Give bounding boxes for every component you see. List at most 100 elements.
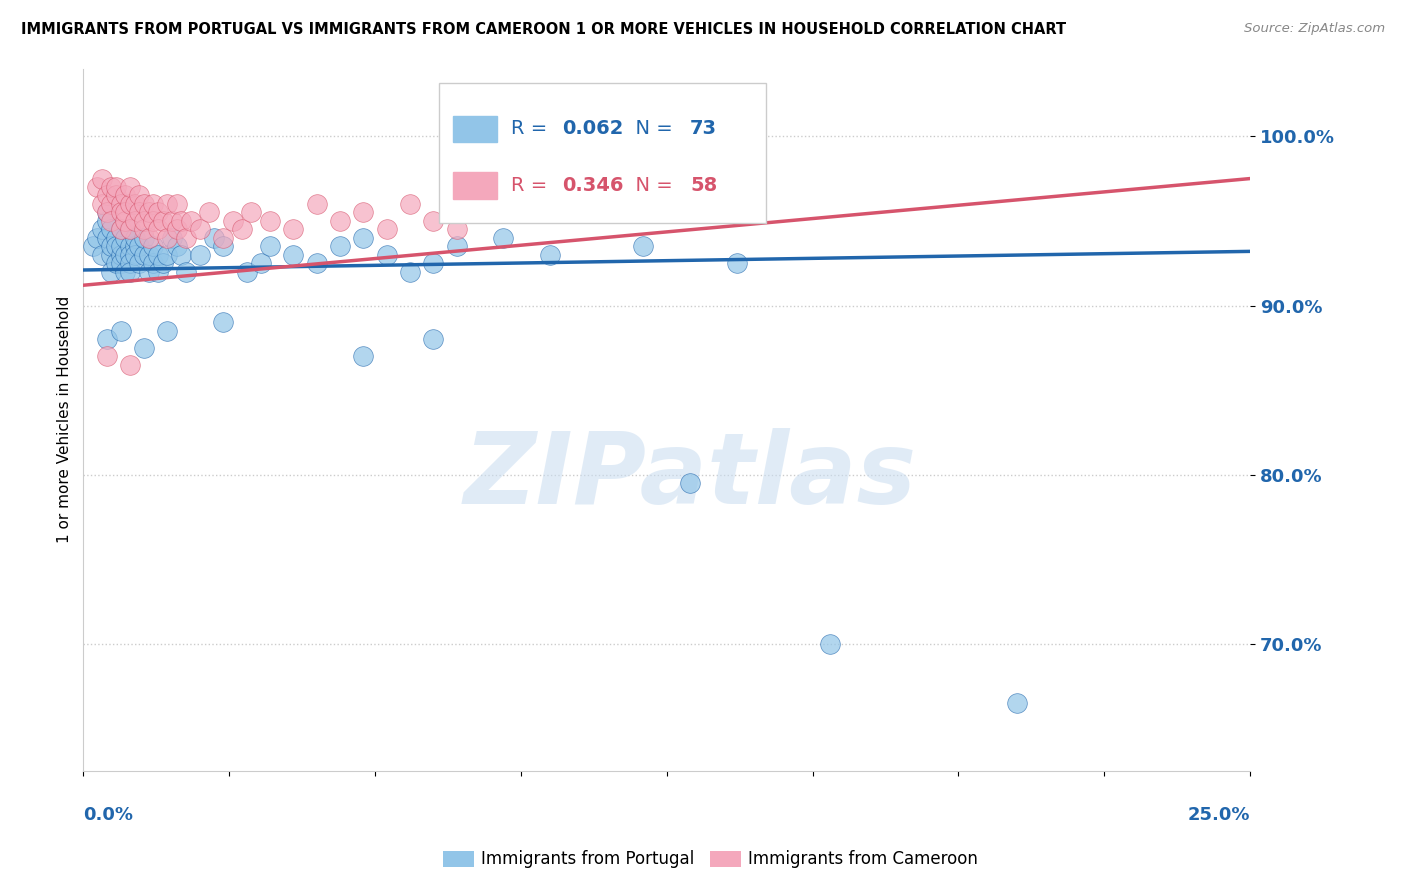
Point [231, 222, 253, 236]
Point [114, 248, 136, 262]
Point [96, 214, 118, 228]
Point [259, 214, 281, 228]
Text: Immigrants from Cameroon: Immigrants from Cameroon [748, 850, 977, 868]
Point [114, 265, 136, 279]
Point [399, 197, 422, 211]
Point [679, 476, 702, 491]
Point [96, 333, 118, 347]
Point [114, 231, 136, 245]
Point [305, 256, 328, 270]
Point [96, 231, 118, 245]
Point [132, 214, 155, 228]
Point [138, 205, 160, 219]
Point [82, 239, 104, 253]
Text: 0.062: 0.062 [561, 120, 623, 138]
Point [160, 214, 183, 228]
Point [156, 248, 179, 262]
Point [329, 214, 352, 228]
Point [91, 248, 114, 262]
Point [86, 231, 108, 245]
Point [138, 265, 160, 279]
Point [128, 205, 150, 219]
Y-axis label: 1 or more Vehicles in Household: 1 or more Vehicles in Household [58, 296, 72, 543]
Point [329, 239, 352, 253]
Text: IMMIGRANTS FROM PORTUGAL VS IMMIGRANTS FROM CAMEROON 1 OR MORE VEHICLES IN HOUSE: IMMIGRANTS FROM PORTUGAL VS IMMIGRANTS F… [21, 22, 1066, 37]
Point [110, 205, 132, 219]
Point [492, 231, 515, 245]
Point [132, 222, 155, 236]
Point [110, 256, 132, 270]
Point [283, 248, 305, 262]
Point [170, 214, 193, 228]
Point [118, 180, 141, 194]
Point [110, 222, 132, 236]
Point [91, 171, 114, 186]
Point [110, 197, 132, 211]
Point [174, 265, 197, 279]
Text: R =: R = [512, 176, 554, 194]
Point [104, 239, 127, 253]
Text: Source: ZipAtlas.com: Source: ZipAtlas.com [1244, 22, 1385, 36]
FancyBboxPatch shape [439, 83, 766, 223]
Point [138, 231, 160, 245]
Point [118, 256, 141, 270]
Point [170, 248, 193, 262]
Point [142, 214, 165, 228]
Point [86, 180, 108, 194]
Point [96, 349, 118, 363]
Point [96, 205, 118, 219]
Point [100, 265, 122, 279]
Point [156, 231, 179, 245]
Point [180, 214, 202, 228]
Point [110, 239, 132, 253]
Point [422, 214, 444, 228]
Point [114, 214, 136, 228]
Point [249, 256, 271, 270]
Point [110, 324, 132, 338]
Point [118, 239, 141, 253]
Point [202, 231, 225, 245]
Point [160, 231, 183, 245]
Text: 25.0%: 25.0% [1188, 806, 1250, 824]
Point [104, 256, 127, 270]
Point [118, 248, 141, 262]
Point [818, 637, 841, 651]
Point [375, 248, 398, 262]
Point [156, 197, 179, 211]
Point [128, 239, 150, 253]
Point [118, 222, 141, 236]
Point [446, 239, 468, 253]
Point [166, 222, 188, 236]
Point [96, 205, 118, 219]
Point [212, 316, 235, 330]
Point [96, 188, 118, 202]
Point [725, 256, 748, 270]
Point [142, 256, 165, 270]
Point [146, 248, 169, 262]
Point [352, 231, 374, 245]
Point [221, 214, 243, 228]
Point [146, 265, 169, 279]
Point [212, 239, 235, 253]
Text: 58: 58 [690, 176, 717, 194]
Point [128, 256, 150, 270]
Text: N =: N = [623, 176, 679, 194]
Point [146, 205, 169, 219]
Point [142, 239, 165, 253]
Point [188, 222, 211, 236]
Text: R =: R = [512, 120, 554, 138]
Point [259, 239, 281, 253]
Point [128, 188, 150, 202]
Bar [453, 172, 498, 199]
Point [124, 214, 146, 228]
Point [152, 256, 174, 270]
Point [352, 349, 374, 363]
Point [156, 324, 179, 338]
Point [166, 239, 188, 253]
Point [104, 180, 127, 194]
Point [118, 197, 141, 211]
Text: 0.0%: 0.0% [83, 806, 134, 824]
Point [174, 231, 197, 245]
Point [138, 248, 160, 262]
Point [142, 197, 165, 211]
